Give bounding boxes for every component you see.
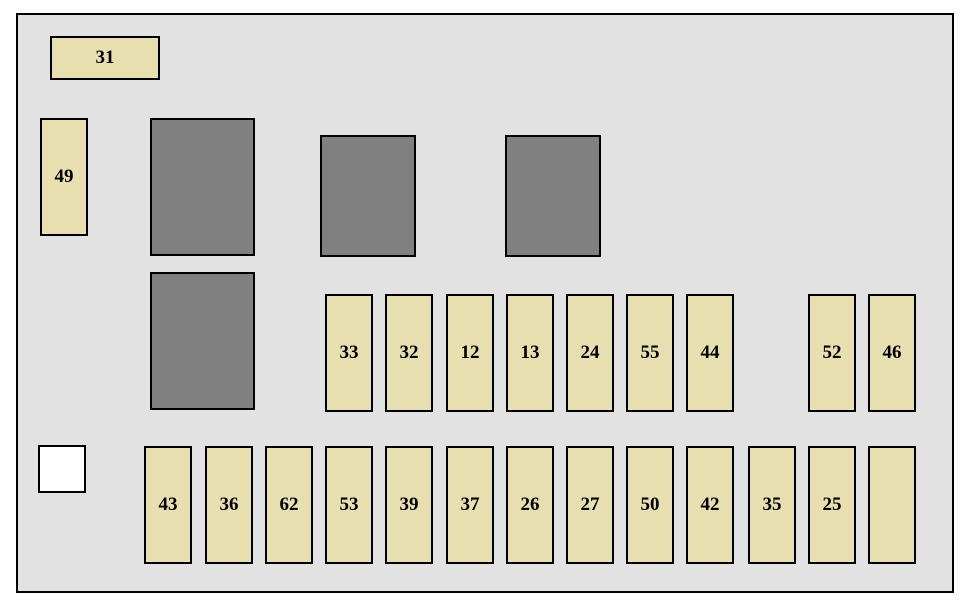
fuse-slot: 24: [566, 294, 614, 412]
fuse-slot: 37: [446, 446, 494, 564]
fuse-slot: 31: [50, 36, 160, 80]
fuse-slot: [868, 446, 916, 564]
fuse-slot: 62: [265, 446, 313, 564]
fuse-slot: 35: [748, 446, 796, 564]
fuse-slot: 52: [808, 294, 856, 412]
fuse-slot: 26: [506, 446, 554, 564]
fuse-slot: 42: [686, 446, 734, 564]
fuse-slot: 39: [385, 446, 433, 564]
fuse-box-diagram: 31 49 33321213245544 5246 433662533937262750…: [0, 0, 971, 604]
relay-slot: [320, 135, 416, 257]
fuse-slot: 50: [626, 446, 674, 564]
fuse-slot: 43: [144, 446, 192, 564]
fuse-slot: 53: [325, 446, 373, 564]
fuse-slot: 32: [385, 294, 433, 412]
fuse-slot: 36: [205, 446, 253, 564]
fuse-slot: 13: [506, 294, 554, 412]
fuse-slot: 12: [446, 294, 494, 412]
relay-slot: [150, 272, 255, 410]
relay-slot: [150, 118, 255, 256]
blank-slot: [38, 445, 86, 493]
fuse-slot: 55: [626, 294, 674, 412]
fuse-slot: 33: [325, 294, 373, 412]
fuse-slot: 46: [868, 294, 916, 412]
fuse-slot: 25: [808, 446, 856, 564]
fuse-slot: 44: [686, 294, 734, 412]
fuse-slot: 49: [40, 118, 88, 236]
relay-slot: [505, 135, 601, 257]
fuse-slot: 27: [566, 446, 614, 564]
